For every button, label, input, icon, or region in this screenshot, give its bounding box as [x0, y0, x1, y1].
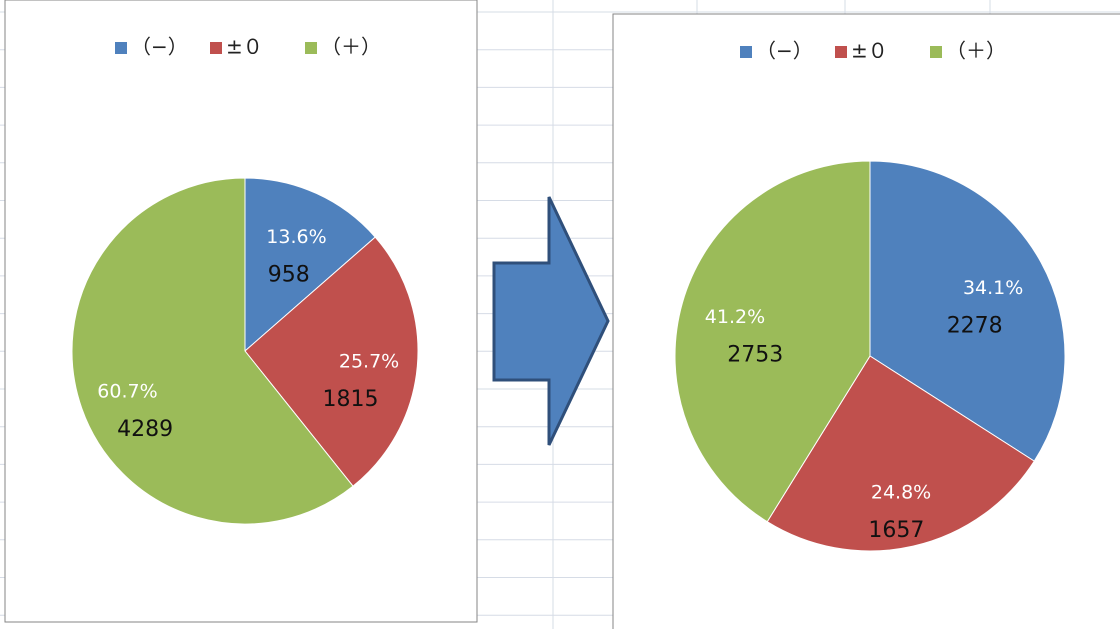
percent-label: 60.7% [97, 381, 157, 403]
percent-label: 41.2% [705, 306, 765, 328]
legend-swatch [835, 46, 847, 58]
value-label: 1657 [868, 518, 924, 543]
legend-label: （−） [131, 35, 188, 59]
pie-slice [244, 177, 376, 353]
legend-swatch [210, 42, 222, 54]
legend-label: （＋） [321, 35, 381, 59]
percent-label: 24.8% [871, 481, 931, 503]
legend-label: （−） [756, 39, 813, 63]
percent-label: 13.6% [266, 226, 326, 248]
legend-label: ±０ [226, 35, 263, 59]
legend-swatch [115, 42, 127, 54]
value-label: 2278 [947, 314, 1003, 339]
value-label: 1815 [322, 387, 378, 412]
arrow [492, 196, 610, 446]
value-label: 4289 [117, 417, 173, 442]
legend-label: （＋） [946, 39, 1006, 63]
percent-label: 34.1% [963, 277, 1023, 299]
pie-slice [71, 177, 354, 525]
legend-swatch [740, 46, 752, 58]
legend-swatch [930, 46, 942, 58]
pie-slice [869, 160, 1066, 462]
legend-label: ±０ [851, 39, 888, 63]
legend-swatch [305, 42, 317, 54]
pie-slice [674, 160, 871, 523]
pie-slice [766, 355, 1035, 552]
pie-slice [244, 236, 419, 487]
percent-label: 25.7% [339, 351, 399, 373]
value-label: 2753 [727, 343, 783, 368]
value-label: 958 [268, 263, 310, 288]
